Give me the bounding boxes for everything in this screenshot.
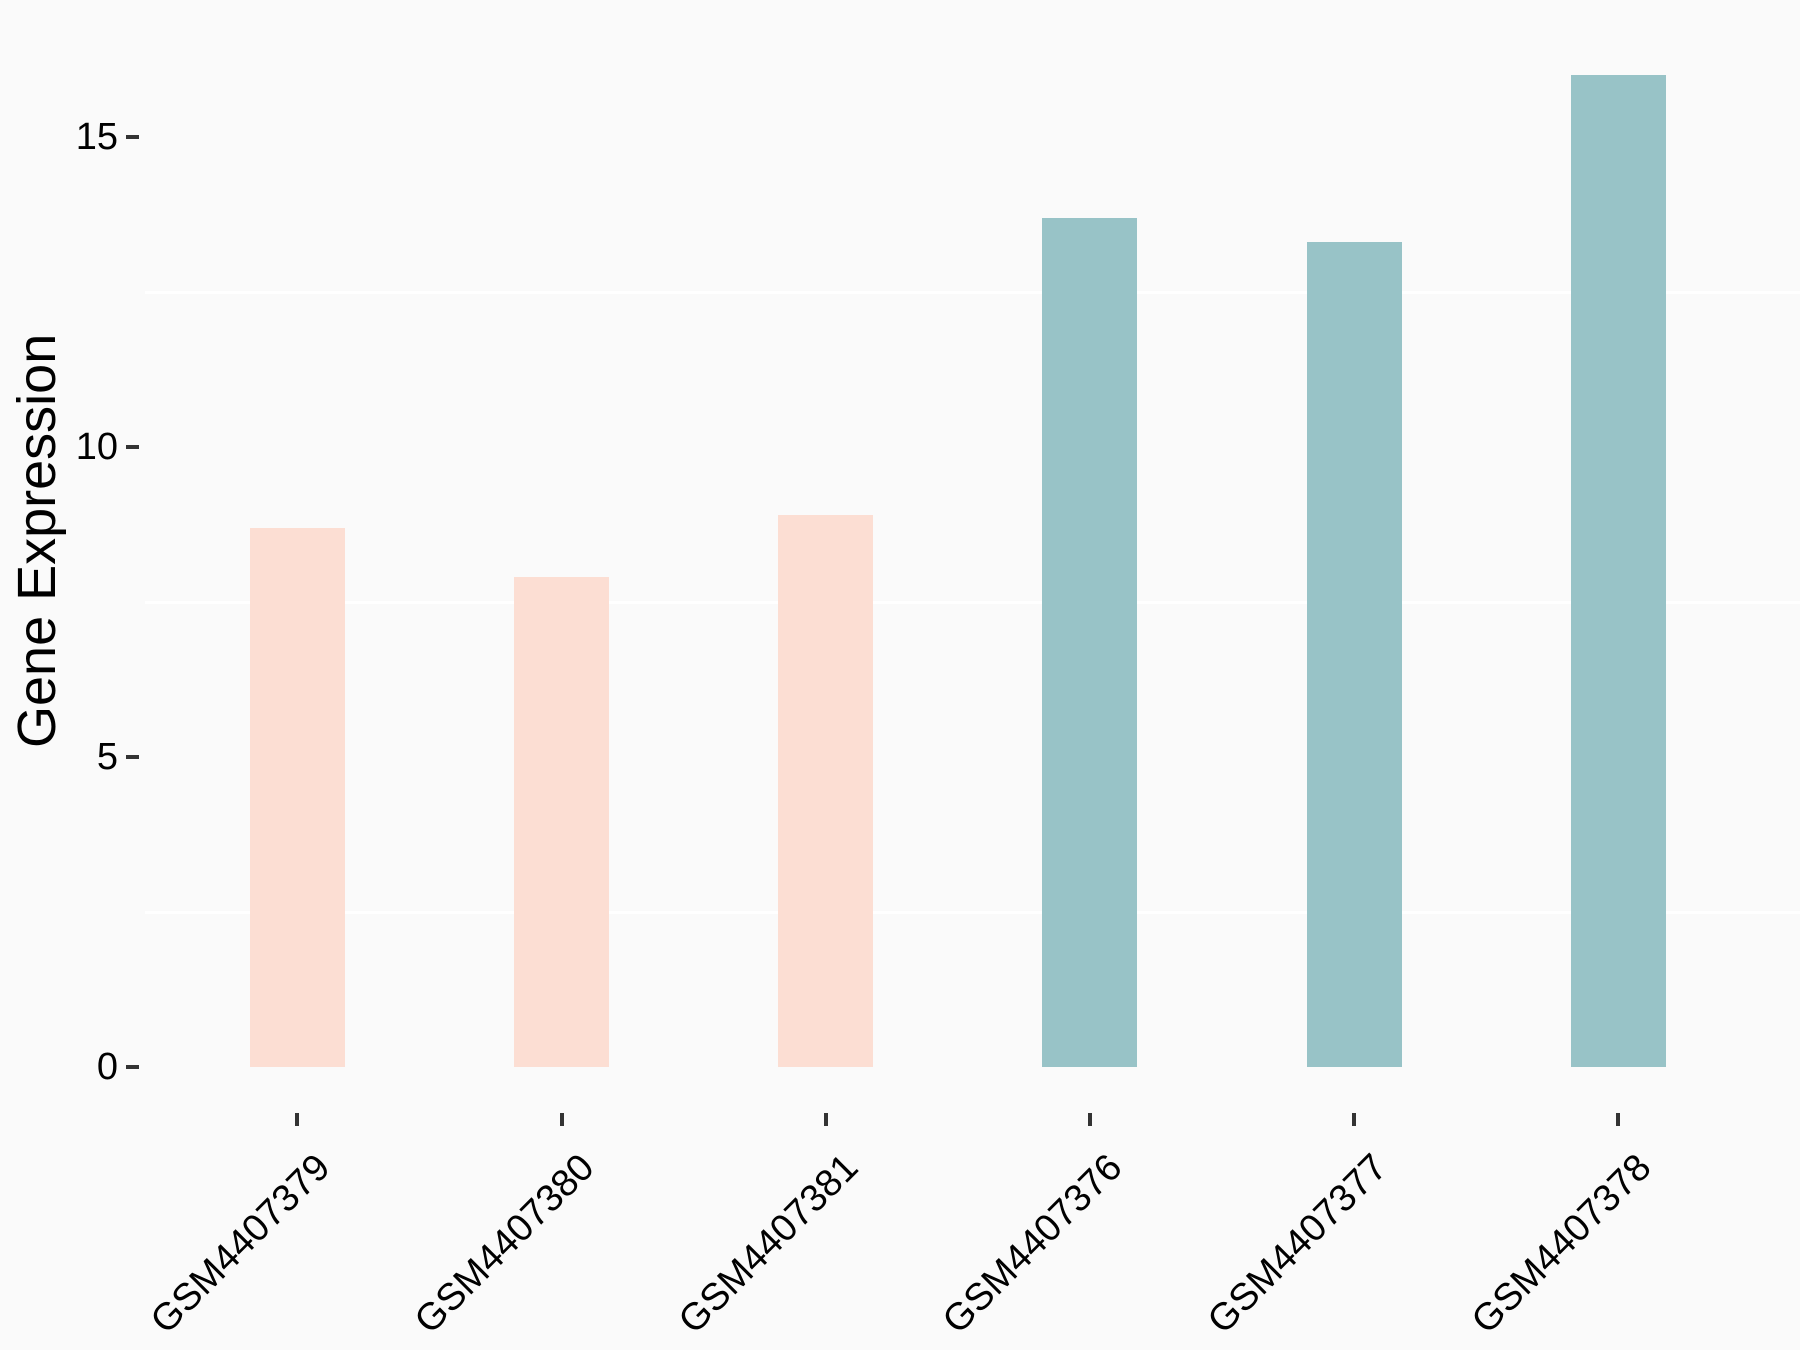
x-tick-mark xyxy=(1352,1113,1357,1126)
x-tick-mark xyxy=(559,1113,564,1126)
y-tick-label: 0 xyxy=(96,1046,118,1088)
x-tick-mark xyxy=(823,1113,828,1126)
bar-GSM4407376 xyxy=(1042,217,1138,1067)
x-tick-label-GSM4407380: GSM4407380 xyxy=(407,1146,603,1342)
bar-GSM4407377 xyxy=(1306,242,1402,1067)
bar-GSM4407379 xyxy=(249,527,345,1067)
minor-gridline xyxy=(145,910,1800,914)
x-tick-label-GSM4407381: GSM4407381 xyxy=(671,1146,867,1342)
x-tick-label-GSM4407378: GSM4407378 xyxy=(1463,1146,1660,1342)
minor-gridline xyxy=(145,600,1800,604)
y-tick-mark xyxy=(126,135,139,139)
y-tick-mark xyxy=(126,445,139,449)
y-tick-mark xyxy=(126,1065,139,1069)
x-tick-mark xyxy=(295,1113,300,1126)
bar-GSM4407378 xyxy=(1570,75,1666,1067)
y-tick-label: 10 xyxy=(75,426,118,468)
x-tick-mark xyxy=(1616,1113,1621,1126)
minor-gridline xyxy=(145,290,1800,294)
bar-GSM4407380 xyxy=(514,577,610,1067)
x-tick-label-GSM4407379: GSM4407379 xyxy=(142,1146,339,1342)
y-tick-label: 15 xyxy=(75,116,118,158)
y-tick-mark xyxy=(126,755,139,759)
x-tick-mark xyxy=(1087,1113,1092,1126)
y-tick-label: 5 xyxy=(96,736,118,778)
x-tick-label-GSM4407376: GSM4407376 xyxy=(935,1146,1131,1342)
bar-GSM4407381 xyxy=(778,515,874,1067)
x-tick-label-GSM4407377: GSM4407377 xyxy=(1199,1146,1396,1342)
